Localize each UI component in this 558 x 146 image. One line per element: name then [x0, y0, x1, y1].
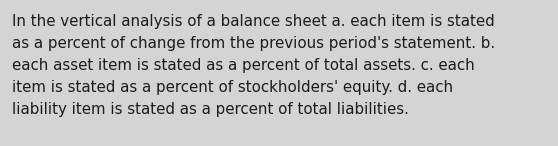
- Text: In the vertical analysis of a balance sheet a. each item is stated: In the vertical analysis of a balance sh…: [12, 14, 495, 29]
- Text: liability item is stated as a percent of total liabilities.: liability item is stated as a percent of…: [12, 102, 409, 117]
- Text: item is stated as a percent of stockholders' equity. d. each: item is stated as a percent of stockhold…: [12, 80, 453, 95]
- Text: as a percent of change from the previous period's statement. b.: as a percent of change from the previous…: [12, 36, 495, 51]
- Text: each asset item is stated as a percent of total assets. c. each: each asset item is stated as a percent o…: [12, 58, 475, 73]
